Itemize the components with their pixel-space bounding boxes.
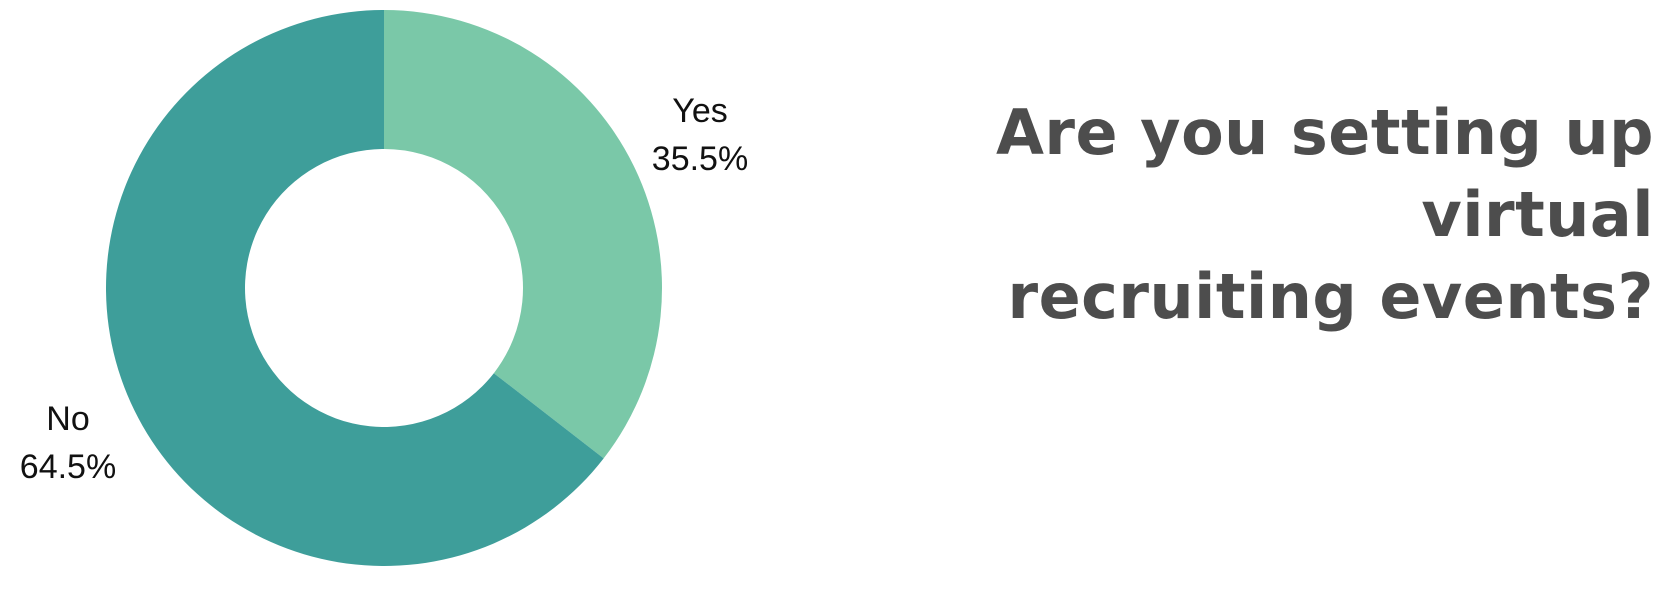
slice-label-yes: Yes — [672, 92, 727, 130]
slice-labels: Yes 35.5% No 64.5% — [20, 92, 748, 486]
donut-slices — [105, 10, 663, 566]
chart-title: Are you setting up virtual recruiting ev… — [814, 92, 1654, 338]
chart-title-line-2: recruiting events? — [1007, 260, 1654, 333]
slice-no — [105, 10, 604, 566]
slice-value-yes: 35.5% — [652, 140, 748, 178]
slice-yes — [384, 10, 663, 459]
slice-value-no: 64.5% — [20, 448, 116, 486]
chart-title-line-1: Are you setting up virtual — [995, 96, 1654, 251]
donut-chart: Yes 35.5% No 64.5% — [20, 10, 748, 566]
slice-label-no: No — [46, 400, 89, 438]
